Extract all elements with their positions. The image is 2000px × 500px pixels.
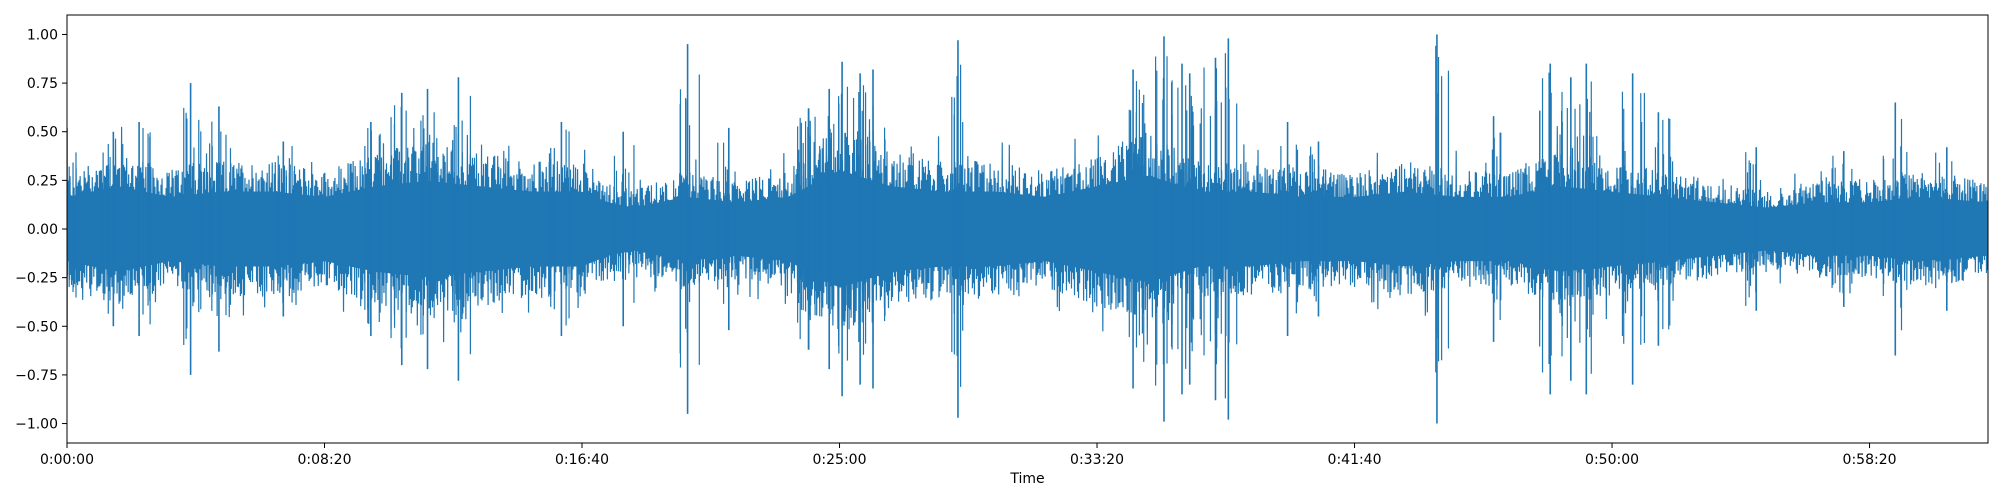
- x-tick-label: 0:58:20: [1843, 452, 1897, 468]
- x-tick-label: 0:50:00: [1585, 452, 1639, 468]
- waveform-core-band: [67, 170, 1988, 288]
- x-tick-label: 0:08:20: [298, 452, 352, 468]
- y-tick-label: 0.75: [27, 76, 58, 92]
- x-tick-label: 0:00:00: [40, 452, 94, 468]
- y-tick-label: 0.00: [27, 222, 58, 238]
- x-axis-label: Time: [1009, 471, 1044, 487]
- y-tick-label: −0.50: [15, 319, 58, 335]
- x-tick-label: 0:41:40: [1328, 452, 1382, 468]
- y-axis: 1.00 0.75 0.50 0.25 0.00 −0.25 −0.50 −0.75 −1.00: [15, 27, 67, 433]
- y-tick-label: 1.00: [27, 27, 58, 43]
- y-tick-label: −0.25: [15, 271, 58, 287]
- x-tick-label: 0:33:20: [1070, 452, 1124, 468]
- plot-area: [66, 14, 1989, 444]
- y-tick-label: 0.50: [27, 125, 58, 141]
- y-tick-label: 0.25: [27, 173, 58, 189]
- y-tick-label: −0.75: [15, 368, 58, 384]
- x-axis: 0:00:00 0:08:20 0:16:40 0:25:00 0:33:20 0:41:…: [40, 443, 1897, 468]
- series-layer: [67, 34, 1988, 424]
- x-tick-label: 0:25:00: [813, 452, 867, 468]
- x-tick-label: 0:16:40: [555, 452, 609, 468]
- y-tick-label: −1.00: [15, 417, 58, 433]
